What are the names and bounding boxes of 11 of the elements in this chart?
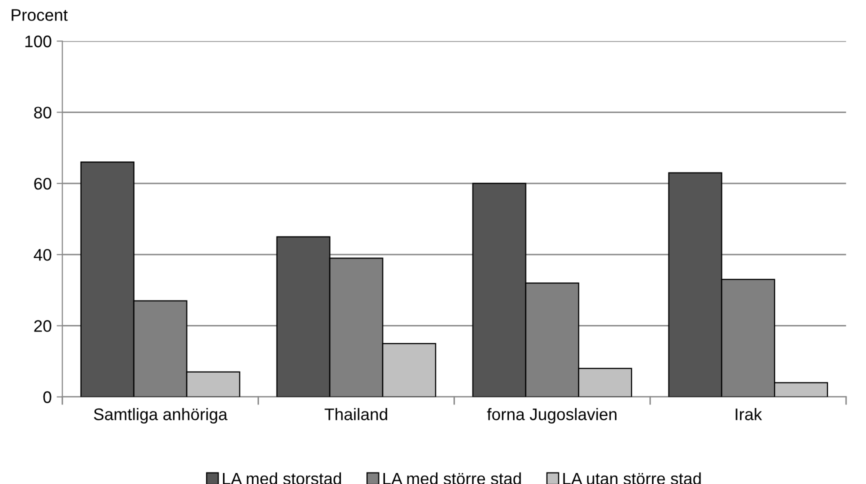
x-tick-label: Thailand	[324, 408, 388, 420]
y-tick-label: 20	[34, 320, 52, 332]
x-tick-label: Irak	[736, 408, 762, 420]
x-tick-label: Samtliga anhöriga	[94, 408, 228, 424]
y-axis-title: Procent	[12, 9, 68, 21]
x-tick-label: forna Jugoslavien	[487, 408, 616, 424]
y-tick-label: 0	[43, 391, 52, 404]
y-tick-label: 60	[34, 178, 52, 190]
y-tick-label: 100	[25, 36, 52, 48]
y-tick-label: 80	[34, 106, 52, 118]
y-tick-label: 40	[34, 248, 52, 261]
